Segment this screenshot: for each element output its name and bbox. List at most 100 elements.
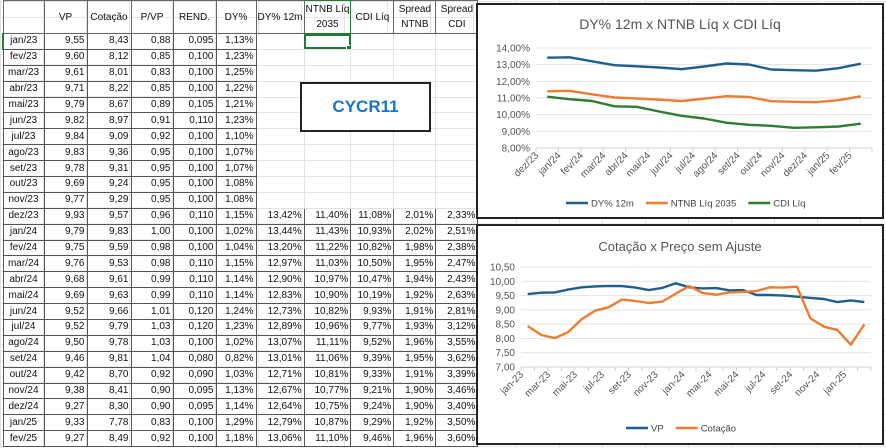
cell-cdi[interactable]	[350, 176, 395, 193]
cell-cdi[interactable]: 9,24%	[350, 398, 395, 416]
cell-spc[interactable]	[435, 80, 479, 98]
cell-ntnb[interactable]: 10,75%	[303, 398, 352, 416]
cell-dy[interactable]: 1,25%	[215, 64, 257, 82]
cell-rend[interactable]: 0,090	[172, 366, 217, 384]
cell-vp[interactable]: 9,50	[43, 334, 88, 352]
cell-spc[interactable]	[435, 64, 479, 82]
cell-dy[interactable]: 1,23%	[215, 112, 257, 130]
cell-month[interactable]: jun/23	[2, 112, 45, 130]
cell-ntnb[interactable]: 10,82%	[303, 303, 352, 321]
series-line-vp[interactable]	[527, 282, 865, 304]
cell-vp[interactable]: 9,60	[43, 48, 88, 66]
cell-rend[interactable]: 0,095	[172, 33, 217, 50]
cell-ntnb[interactable]: 10,81%	[303, 366, 352, 384]
cell-spc[interactable]	[435, 112, 479, 130]
cell-dy12[interactable]: 12,89%	[255, 319, 305, 336]
column-header-spread-ntnb[interactable]: Spread NTNB	[393, 0, 437, 34]
cell-vp[interactable]: 9,61	[43, 64, 88, 82]
cell-month[interactable]: nov/24	[2, 382, 45, 400]
cell-pvp[interactable]: 0,99	[130, 271, 174, 289]
cell-dy[interactable]: 1,02%	[215, 223, 257, 241]
cell-month[interactable]: fev/25	[2, 430, 45, 448]
cell-pvp[interactable]: 0,98	[130, 239, 174, 257]
cell-cdi[interactable]	[350, 48, 395, 66]
cell-rend[interactable]: 0,100	[172, 414, 217, 432]
cell-spn[interactable]: 1,93%	[393, 319, 437, 336]
cell-dy12[interactable]: 13,42%	[255, 207, 305, 225]
cell-pvp[interactable]: 0,96	[130, 207, 174, 225]
cell-dy[interactable]: 1,23%	[215, 48, 257, 66]
cell-pvp[interactable]: 0,83	[130, 414, 174, 432]
cell-rend[interactable]: 0,110	[172, 271, 217, 289]
cell-rend[interactable]: 0,120	[172, 303, 217, 321]
cell-cdi[interactable]	[350, 160, 395, 178]
cell-dy12[interactable]: 13,44%	[255, 223, 305, 241]
cell-rend[interactable]: 0,100	[172, 176, 217, 193]
cell-month[interactable]: jul/24	[2, 319, 45, 336]
cell-month[interactable]: out/24	[2, 366, 45, 384]
cell-ntnb[interactable]: 11,22%	[303, 239, 352, 257]
cell-cdi[interactable]: 10,82%	[350, 239, 395, 257]
cell-rend[interactable]: 0,110	[172, 287, 217, 305]
cell-dy12[interactable]	[255, 64, 305, 82]
cell-cot[interactable]: 9,09	[86, 128, 132, 146]
cell-cot[interactable]: 8,67	[86, 96, 132, 114]
cell-rend[interactable]: 0,100	[172, 160, 217, 178]
series-line-cota-o[interactable]	[527, 284, 866, 346]
cell-month[interactable]: dez/24	[2, 398, 45, 416]
cell-month[interactable]: jul/23	[2, 128, 45, 146]
cell-spc[interactable]: 2,81%	[435, 303, 479, 321]
cell-dy[interactable]: 1,24%	[215, 303, 257, 321]
cell-month[interactable]: nov/23	[2, 191, 45, 209]
cell-cot[interactable]: 9,29	[86, 191, 132, 209]
cell-vp[interactable]: 9,46	[43, 350, 88, 368]
cell-cot[interactable]: 9,66	[86, 303, 132, 321]
cell-pvp[interactable]: 0,88	[130, 33, 174, 50]
cell-pvp[interactable]: 1,04	[130, 350, 174, 368]
cell-dy[interactable]: 0,82%	[215, 350, 257, 368]
cell-pvp[interactable]: 0,95	[130, 144, 174, 162]
cell-dy[interactable]: 1,14%	[215, 287, 257, 305]
cell-vp[interactable]: 9,38	[43, 382, 88, 400]
cell-cdi[interactable]: 9,77%	[350, 319, 395, 336]
cell-cot[interactable]: 9,31	[86, 160, 132, 178]
cell-spn[interactable]: 1,91%	[393, 366, 437, 384]
cell-dy[interactable]: 1,03%	[215, 366, 257, 384]
cell-pvp[interactable]: 0,92	[130, 430, 174, 448]
cell-rend[interactable]: 0,110	[172, 255, 217, 273]
cell-vp[interactable]: 9,42	[43, 366, 88, 384]
cell-rend[interactable]: 0,095	[172, 382, 217, 400]
cell-pvp[interactable]: 0,83	[130, 64, 174, 82]
cell-spn[interactable]	[393, 48, 437, 66]
cell-ntnb[interactable]: 10,97%	[303, 271, 352, 289]
cell-vp[interactable]: 9,77	[43, 191, 88, 209]
cell-cot[interactable]: 9,63	[86, 287, 132, 305]
cell-cot[interactable]: 8,97	[86, 112, 132, 130]
cell-spn[interactable]	[393, 176, 437, 193]
cell-cdi[interactable]: 9,39%	[350, 350, 395, 368]
cell-vp[interactable]: 9,27	[43, 430, 88, 448]
cell-cot[interactable]: 7,78	[86, 414, 132, 432]
cell-spc[interactable]	[435, 33, 479, 50]
cell-dy12[interactable]	[255, 176, 305, 193]
cell-spc[interactable]	[435, 96, 479, 114]
column-header-vp[interactable]: VP	[43, 0, 88, 34]
cell-vp[interactable]: 9,69	[43, 176, 88, 193]
cell-spc[interactable]	[435, 191, 479, 209]
cell-dy[interactable]: 1,13%	[215, 382, 257, 400]
cell-pvp[interactable]: 0,95	[130, 176, 174, 193]
cell-month[interactable]: out/23	[2, 176, 45, 193]
cell-ntnb[interactable]	[303, 191, 352, 209]
cell-spc[interactable]	[435, 48, 479, 66]
cell-month[interactable]: jan/25	[2, 414, 45, 432]
column-header-cdi[interactable]: CDI Líq	[350, 0, 395, 34]
cell-cdi[interactable]: 9,33%	[350, 366, 395, 384]
cell-cdi[interactable]: 10,19%	[350, 287, 395, 305]
cell-spn[interactable]: 2,01%	[393, 207, 437, 225]
cell-spc[interactable]: 3,60%	[435, 430, 479, 448]
cell-pvp[interactable]: 0,95	[130, 191, 174, 209]
cell-ntnb[interactable]	[303, 160, 352, 178]
cell-cdi[interactable]: 9,21%	[350, 382, 395, 400]
cell-dy12[interactable]: 12,90%	[255, 271, 305, 289]
cell-spc[interactable]: 3,62%	[435, 350, 479, 368]
